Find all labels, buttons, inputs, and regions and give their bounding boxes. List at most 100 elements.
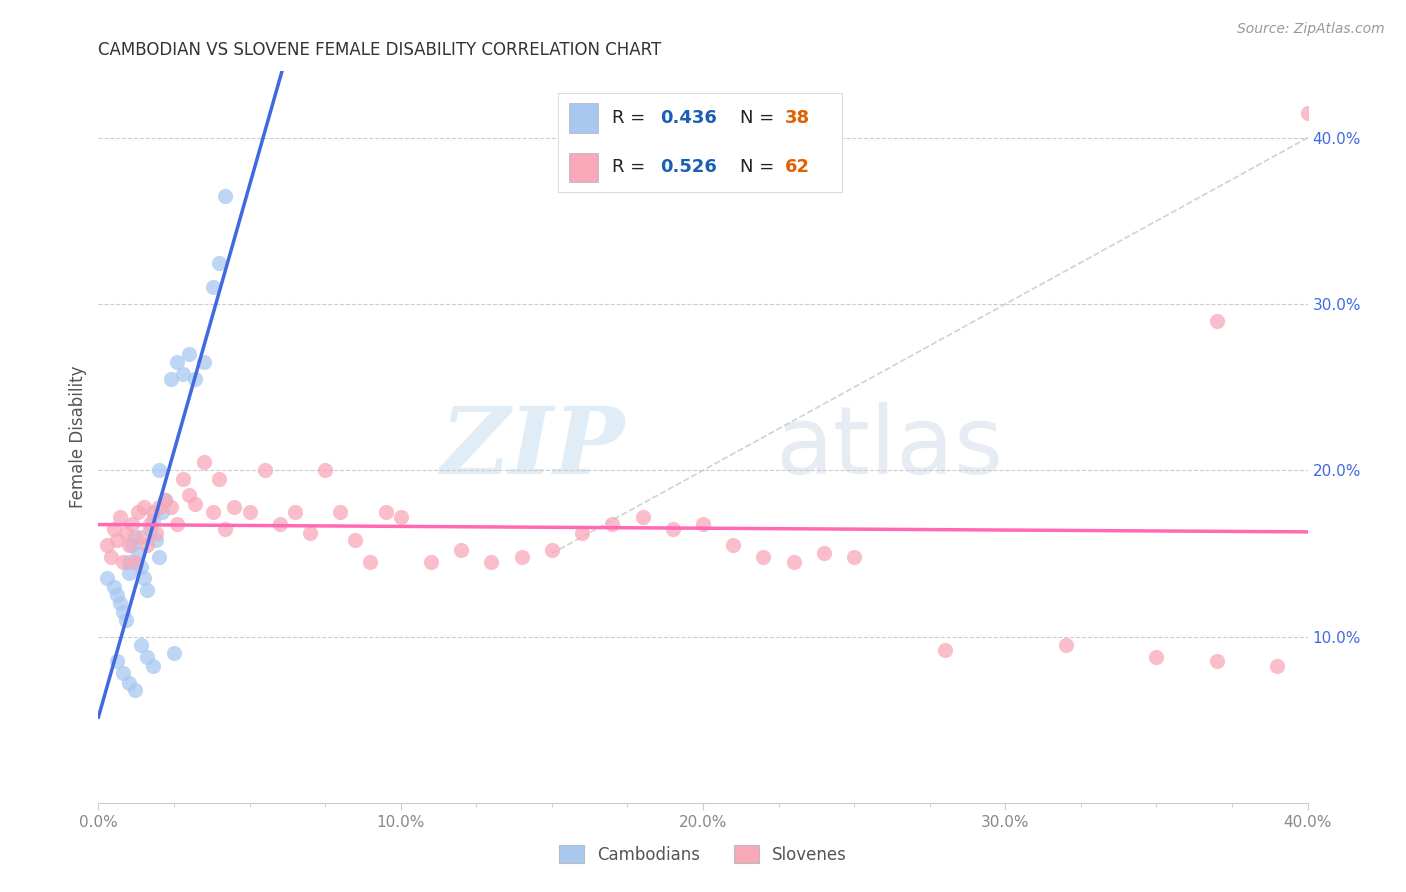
Point [114,613,136,627]
Point [121,516,143,531]
Point [360,555,382,569]
Point [142,505,165,519]
Point [172,367,194,381]
Point [166,516,188,531]
Point [450,543,472,558]
Point [163,646,186,660]
Point [389,509,412,524]
Point [179,347,201,361]
Point [100,549,122,564]
Point [108,596,131,610]
Text: ZIP: ZIP [440,403,624,493]
Point [540,543,562,558]
Point [148,463,170,477]
Point [1206,314,1229,328]
Point [118,676,141,690]
Point [160,372,183,386]
Point [692,516,714,531]
Point [135,649,157,664]
Point [202,505,225,519]
Point [193,355,215,369]
Point [631,509,654,524]
Text: Source: ZipAtlas.com: Source: ZipAtlas.com [1237,22,1385,37]
Point [118,555,141,569]
Point [111,605,134,619]
Point [1267,659,1289,673]
Point [105,655,128,669]
Point [135,538,157,552]
Point [150,505,173,519]
Point [166,355,188,369]
Point [135,582,157,597]
Point [148,549,170,564]
Point [129,530,152,544]
Point [329,505,352,519]
Point [108,509,131,524]
Text: atlas: atlas [776,402,1004,494]
Point [96,571,118,585]
Point [124,530,146,544]
Point [127,505,149,519]
Point [813,546,835,560]
Point [214,189,236,203]
Point [481,555,503,569]
Point [661,521,683,535]
Point [179,488,201,502]
Point [253,463,276,477]
Y-axis label: Female Disability: Female Disability [69,366,87,508]
Point [783,555,806,569]
Point [193,455,215,469]
Point [129,559,152,574]
Point [510,549,533,564]
Point [121,538,143,552]
Point [124,682,146,697]
Point [344,533,367,548]
Point [299,526,322,541]
Point [269,516,291,531]
Point [132,500,155,514]
Text: CAMBODIAN VS SLOVENE FEMALE DISABILITY CORRELATION CHART: CAMBODIAN VS SLOVENE FEMALE DISABILITY C… [98,41,662,59]
Point [142,659,165,673]
Point [114,526,136,541]
Point [139,521,162,535]
Point [1206,655,1229,669]
Point [934,643,956,657]
Point [208,472,231,486]
Point [145,526,167,541]
Point [105,588,128,602]
Point [184,372,207,386]
Point [571,526,593,541]
Point [132,571,155,585]
Point [111,555,134,569]
Point [103,580,125,594]
Point [602,516,624,531]
Point [129,638,152,652]
Point [723,538,745,552]
Point [1144,649,1167,664]
Point [145,533,167,548]
Point [314,463,336,477]
Legend: Cambodians, Slovenes: Cambodians, Slovenes [553,838,853,871]
Point [96,538,118,552]
Point [1296,106,1319,120]
Point [214,521,236,535]
Point [172,472,194,486]
Point [208,255,231,269]
Point [118,538,141,552]
Point [844,549,866,564]
Point [284,505,307,519]
Point [224,500,246,514]
Point [202,280,225,294]
Point [139,516,162,531]
Point [153,493,176,508]
Point [148,500,170,514]
Point [184,497,207,511]
Point [374,505,396,519]
Point [160,500,183,514]
Point [153,493,176,508]
Point [239,505,262,519]
Point [111,666,134,681]
Point [420,555,443,569]
Point [105,533,128,548]
Point [118,566,141,581]
